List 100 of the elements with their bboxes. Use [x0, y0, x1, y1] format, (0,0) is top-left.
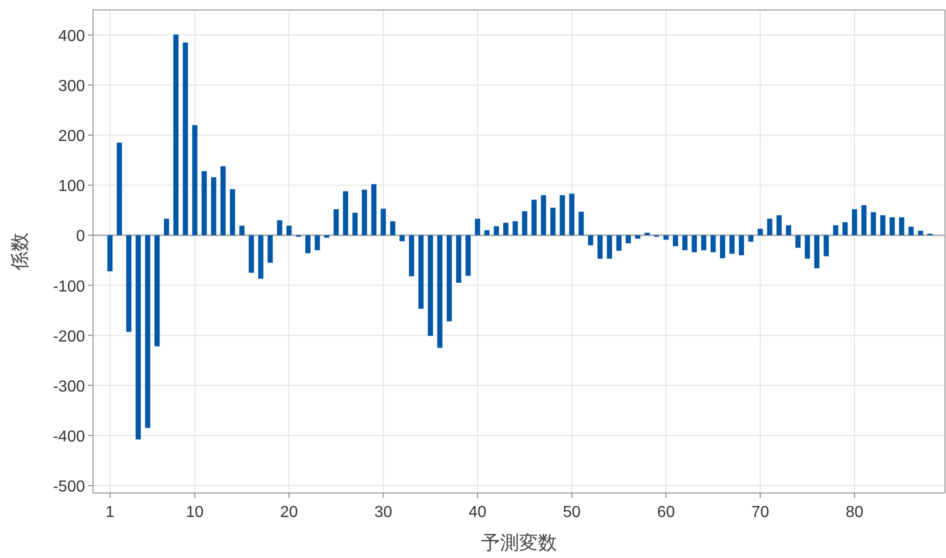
- bar: [484, 230, 490, 236]
- bar: [588, 235, 594, 246]
- bar: [258, 235, 264, 279]
- y-tick-label: 0: [76, 228, 86, 246]
- bar: [870, 212, 876, 236]
- x-tick-label: 70: [751, 504, 770, 521]
- x-tick-label: 20: [280, 504, 298, 521]
- bar: [804, 235, 810, 259]
- y-tick-label: -500: [52, 478, 86, 496]
- y-tick-label: 100: [58, 178, 86, 196]
- bar: [239, 226, 245, 236]
- bar: [560, 195, 565, 236]
- bar: [466, 235, 471, 276]
- bar: [380, 208, 386, 236]
- bar: [729, 235, 735, 254]
- bar: [672, 235, 678, 246]
- bar: [795, 235, 801, 248]
- bar: [314, 235, 320, 250]
- y-tick-label: -400: [52, 428, 86, 446]
- bar: [220, 166, 226, 236]
- bar: [334, 209, 339, 236]
- bar: [418, 235, 424, 309]
- bar: [494, 226, 499, 236]
- bar: [192, 125, 198, 236]
- bar: [173, 34, 179, 236]
- y-tick-label: -300: [52, 378, 86, 396]
- bar: [842, 222, 848, 236]
- bar: [400, 235, 405, 242]
- bar: [390, 221, 396, 236]
- bar: [880, 215, 886, 236]
- bar: [852, 209, 858, 236]
- x-tick-label: 40: [468, 504, 487, 521]
- bar: [692, 235, 697, 252]
- bar: [446, 235, 452, 322]
- bar: [107, 235, 113, 272]
- bar: [268, 235, 273, 263]
- bar: [682, 235, 688, 250]
- bar: [644, 232, 650, 236]
- y-tick-label: -200: [52, 328, 86, 346]
- y-tick-label: -100: [52, 278, 86, 296]
- x-tick-label: 10: [186, 504, 204, 521]
- bar: [918, 230, 924, 236]
- bar: [182, 42, 188, 236]
- bar: [635, 235, 640, 239]
- bar: [663, 235, 669, 240]
- bar: [352, 212, 358, 236]
- bar: [136, 235, 141, 440]
- bar: [833, 225, 838, 236]
- bar: [701, 235, 706, 250]
- bar: [776, 215, 782, 236]
- bar: [786, 225, 792, 236]
- bar: [277, 220, 282, 236]
- bar: [154, 235, 160, 346]
- bar: [606, 235, 612, 259]
- bar: [569, 194, 574, 236]
- bar: [248, 235, 254, 273]
- bar: [371, 184, 376, 236]
- bar: [512, 221, 518, 236]
- bar: [540, 195, 546, 236]
- bar: [342, 191, 348, 236]
- bar: [890, 217, 895, 236]
- bar: [437, 235, 442, 348]
- bar: [720, 235, 726, 258]
- bar: [738, 235, 744, 256]
- bar: [324, 235, 330, 238]
- bar: [616, 235, 622, 251]
- bar: [710, 235, 716, 252]
- x-tick-label: 1: [106, 504, 115, 521]
- bar: [503, 222, 508, 236]
- bar: [456, 235, 462, 283]
- bar: [758, 228, 763, 236]
- x-tick-label: 80: [846, 504, 864, 521]
- bar: [626, 235, 631, 244]
- bar: [474, 218, 480, 236]
- bar: [362, 190, 368, 236]
- bar: [578, 212, 584, 236]
- bar: [899, 217, 904, 236]
- bar: [116, 142, 122, 236]
- bar: [597, 235, 603, 259]
- bar: [861, 205, 867, 236]
- bar: [211, 177, 216, 236]
- bar: [814, 235, 820, 268]
- x-tick-label: 30: [374, 504, 392, 521]
- bar: [767, 218, 772, 236]
- x-tick-label: 50: [562, 504, 581, 521]
- bar: [164, 218, 170, 236]
- x-axis-title: 予測変数: [481, 532, 557, 554]
- bar: [428, 235, 433, 336]
- bar: [522, 211, 528, 236]
- x-tick-label: 60: [657, 504, 676, 521]
- y-axis-title: 係数: [10, 232, 31, 272]
- bar: [748, 235, 754, 242]
- bar: [145, 235, 150, 428]
- bar: [126, 235, 132, 332]
- bar: [286, 226, 292, 236]
- bar: [230, 189, 236, 236]
- bar: [202, 171, 207, 236]
- y-tick-label: 400: [58, 28, 86, 46]
- bar: [531, 200, 537, 236]
- y-tick-label: 300: [58, 78, 86, 96]
